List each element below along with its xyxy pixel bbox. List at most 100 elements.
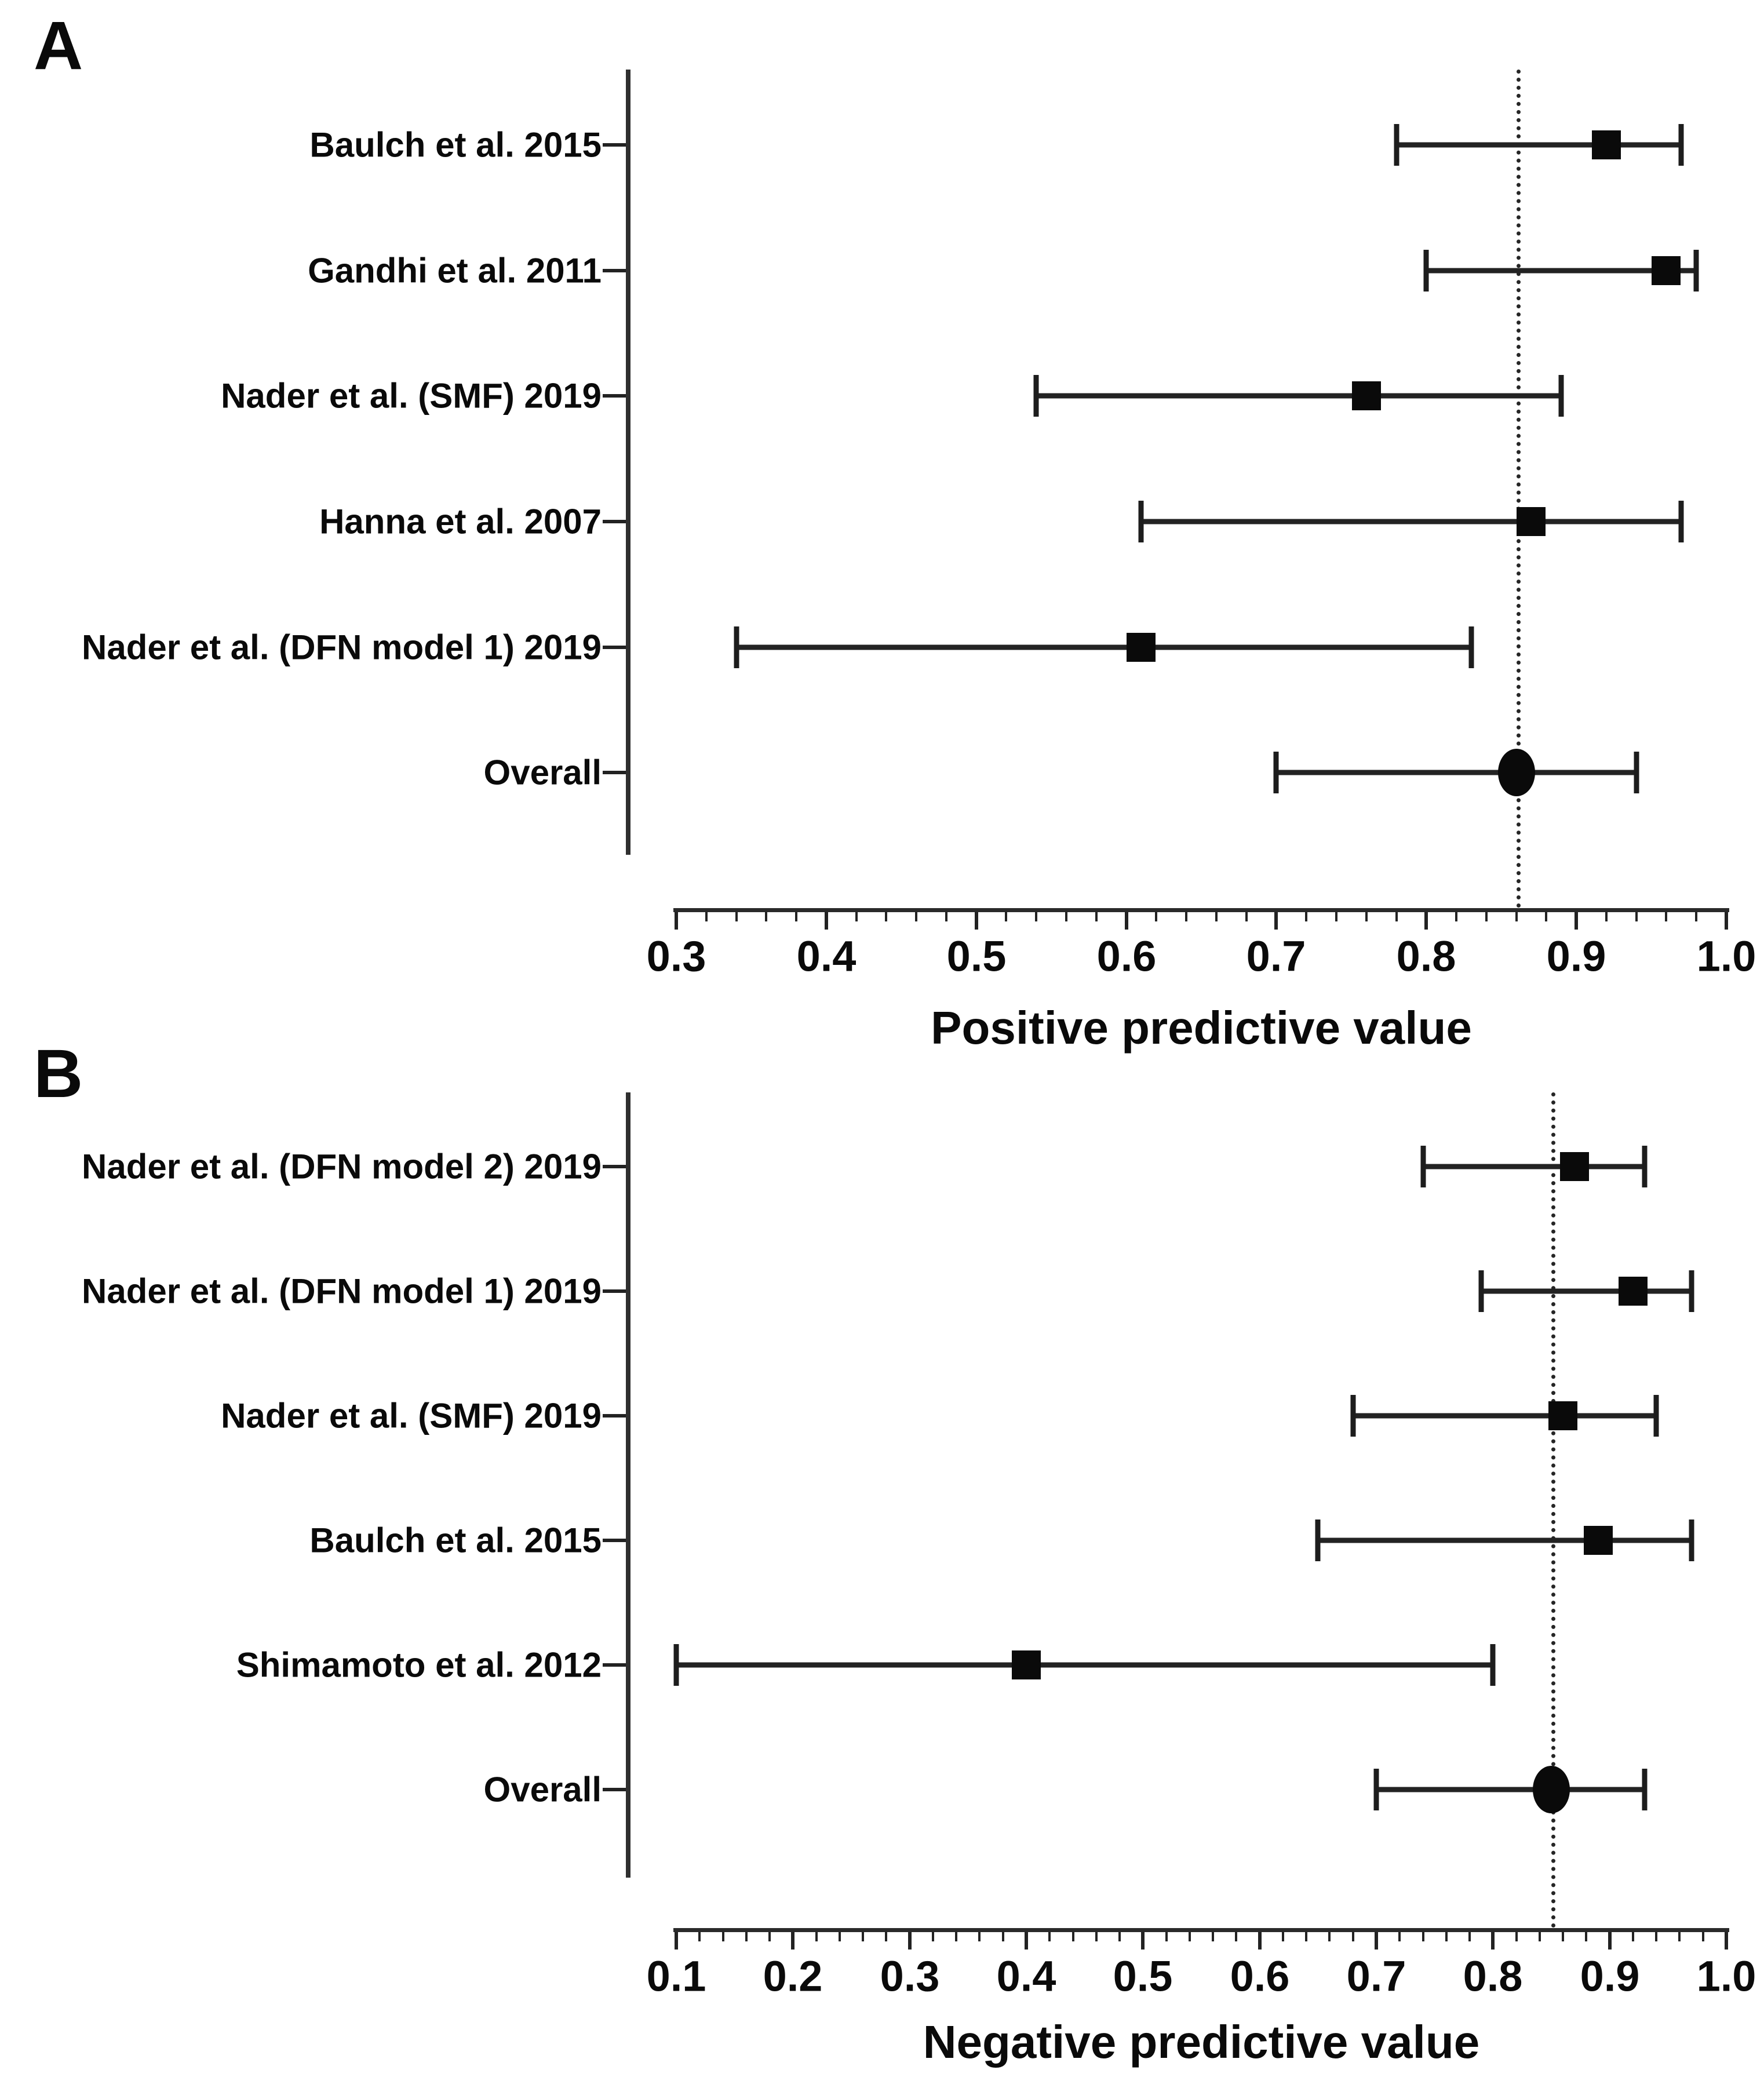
panel-a-axis-minor-tick: [1095, 912, 1098, 921]
panel-a-axis-minor-tick: [1635, 912, 1638, 921]
panel-a-axis-minor-tick: [885, 912, 887, 921]
ci-bar: [1036, 393, 1561, 399]
row-tick: [603, 646, 626, 649]
panel-a-axis-minor-tick: [1605, 912, 1608, 921]
panel-b-axis-minor-tick: [1562, 1932, 1564, 1941]
panel-a-axis-minor-tick: [1335, 912, 1337, 921]
panel-b-axis-minor-tick: [1235, 1932, 1237, 1941]
panel-b-axis-tick-label: 1.0: [1696, 1952, 1756, 2001]
row-tick: [603, 1539, 626, 1542]
panel-a-axis-minor-tick: [855, 912, 858, 921]
panel-a-axis-minor-tick: [1545, 912, 1547, 921]
ci-bar: [1276, 770, 1637, 775]
point-estimate-marker: [1517, 507, 1546, 536]
panel-b-axis-minor-tick: [1422, 1932, 1424, 1941]
panel-b-axis-tick-label: 0.8: [1463, 1952, 1523, 2001]
panel-a-axis-tick-label: 0.8: [1396, 932, 1456, 981]
study-label: Baulch et al. 2015: [309, 1521, 602, 1560]
row-tick: [603, 143, 626, 147]
ci-bar: [676, 1662, 1493, 1668]
panel-b-axis-major-tick: [1141, 1932, 1145, 1950]
panel-b-axis-tick-label: 0.5: [1113, 1952, 1173, 2001]
panel-b-axis-minor-tick: [1118, 1932, 1121, 1941]
panel-a-axis-minor-tick: [945, 912, 947, 921]
study-label: Overall: [483, 753, 602, 792]
panel-b-axis-minor-tick: [1515, 1932, 1518, 1941]
panel-b-axis-minor-tick: [932, 1932, 934, 1941]
panel-a-axis-minor-tick: [1155, 912, 1157, 921]
study-label: Shimamoto et al. 2012: [236, 1645, 602, 1685]
panel-a-axis-tick-label: 0.3: [646, 932, 706, 981]
row-tick: [603, 1788, 626, 1791]
row-tick: [603, 394, 626, 398]
ci-cap-high: [1634, 752, 1639, 793]
point-estimate-marker: [1592, 130, 1621, 159]
ci-cap-high: [1642, 1769, 1648, 1810]
panel-a-axis-minor-tick: [1005, 912, 1007, 921]
row-tick: [603, 1289, 626, 1293]
point-estimate-marker: [1560, 1152, 1589, 1181]
panel-b-axis-minor-tick: [745, 1932, 748, 1941]
point-estimate-marker: [1619, 1277, 1648, 1306]
overall-estimate-marker: [1498, 749, 1535, 796]
ci-cap-high: [1468, 626, 1474, 668]
ci-cap-low: [1373, 1769, 1379, 1810]
panel-a-letter: A: [34, 8, 83, 84]
panel-b-axis-minor-tick: [1678, 1932, 1681, 1941]
panel-b-letter: B: [34, 1036, 83, 1112]
panel-b-axis-major-tick: [1608, 1932, 1612, 1950]
panel-a-axis-minor-tick: [1665, 912, 1667, 921]
panel-b-axis-minor-tick: [1702, 1932, 1704, 1941]
panel-a-axis-major-tick: [975, 912, 978, 930]
ci-cap-low: [1420, 1146, 1426, 1187]
ci-bar: [1353, 1413, 1656, 1419]
ci-cap-high: [1678, 124, 1684, 166]
panel-a-axis-minor-tick: [765, 912, 767, 921]
panel-a-axis-title: Positive predictive value: [931, 1002, 1472, 1054]
point-estimate-marker: [1652, 256, 1681, 285]
panel-b-axis-minor-tick: [1002, 1932, 1004, 1941]
panel-b-axis-minor-tick: [1352, 1932, 1354, 1941]
point-estimate-marker: [1012, 1650, 1041, 1679]
panel-b-axis-minor-tick: [1305, 1932, 1307, 1941]
panel-b-axis-minor-tick: [722, 1932, 724, 1941]
panel-a-axis-tick-label: 0.7: [1246, 932, 1306, 981]
study-label: Hanna et al. 2007: [319, 502, 602, 541]
panel-b-axis-minor-tick: [1632, 1932, 1634, 1941]
panel-a-reference-line: [1517, 70, 1521, 908]
ci-cap-high: [1689, 1270, 1694, 1312]
panel-a-axis-minor-tick: [735, 912, 738, 921]
study-label: Nader et al. (DFN model 1) 2019: [82, 1271, 602, 1311]
point-estimate-marker: [1548, 1401, 1577, 1430]
panel-a-axis-minor-tick: [1065, 912, 1067, 921]
study-label: Overall: [483, 1770, 602, 1809]
ci-cap-high: [1678, 501, 1684, 542]
ci-bar: [1397, 142, 1681, 148]
panel-b-axis-minor-tick: [698, 1932, 701, 1941]
panel-a-axis-tick-label: 0.9: [1546, 932, 1606, 981]
ci-cap-low: [1138, 501, 1144, 542]
panel-a-axis-major-tick: [1725, 912, 1728, 930]
overall-estimate-marker: [1533, 1766, 1570, 1813]
panel-b-axis-tick-label: 0.9: [1580, 1952, 1640, 2001]
panel-b-reference-line: [1551, 1092, 1555, 1928]
panel-b-x-axis: [673, 1928, 1729, 1932]
panel-a-axis-minor-tick: [1395, 912, 1398, 921]
ci-cap-low: [1350, 1395, 1356, 1437]
row-tick: [603, 1165, 626, 1168]
panel-b-axis-minor-tick: [839, 1932, 841, 1941]
row-tick: [603, 771, 626, 774]
panel-b-axis-minor-tick: [1165, 1932, 1168, 1941]
ci-cap-low: [673, 1644, 679, 1686]
panel-a-axis-minor-tick: [795, 912, 797, 921]
panel-b-axis-major-tick: [1258, 1932, 1262, 1950]
panel-a-axis-minor-tick: [1245, 912, 1248, 921]
panel-a-x-axis: [673, 908, 1729, 912]
panel-b-axis-tick-label: 0.2: [763, 1952, 823, 2001]
panel-a-axis-tick-label: 0.6: [1096, 932, 1157, 981]
panel-b-axis-tick-label: 0.6: [1230, 1952, 1290, 2001]
row-tick: [603, 520, 626, 523]
panel-b-axis-minor-tick: [1468, 1932, 1471, 1941]
panel-b-axis-minor-tick: [815, 1932, 818, 1941]
